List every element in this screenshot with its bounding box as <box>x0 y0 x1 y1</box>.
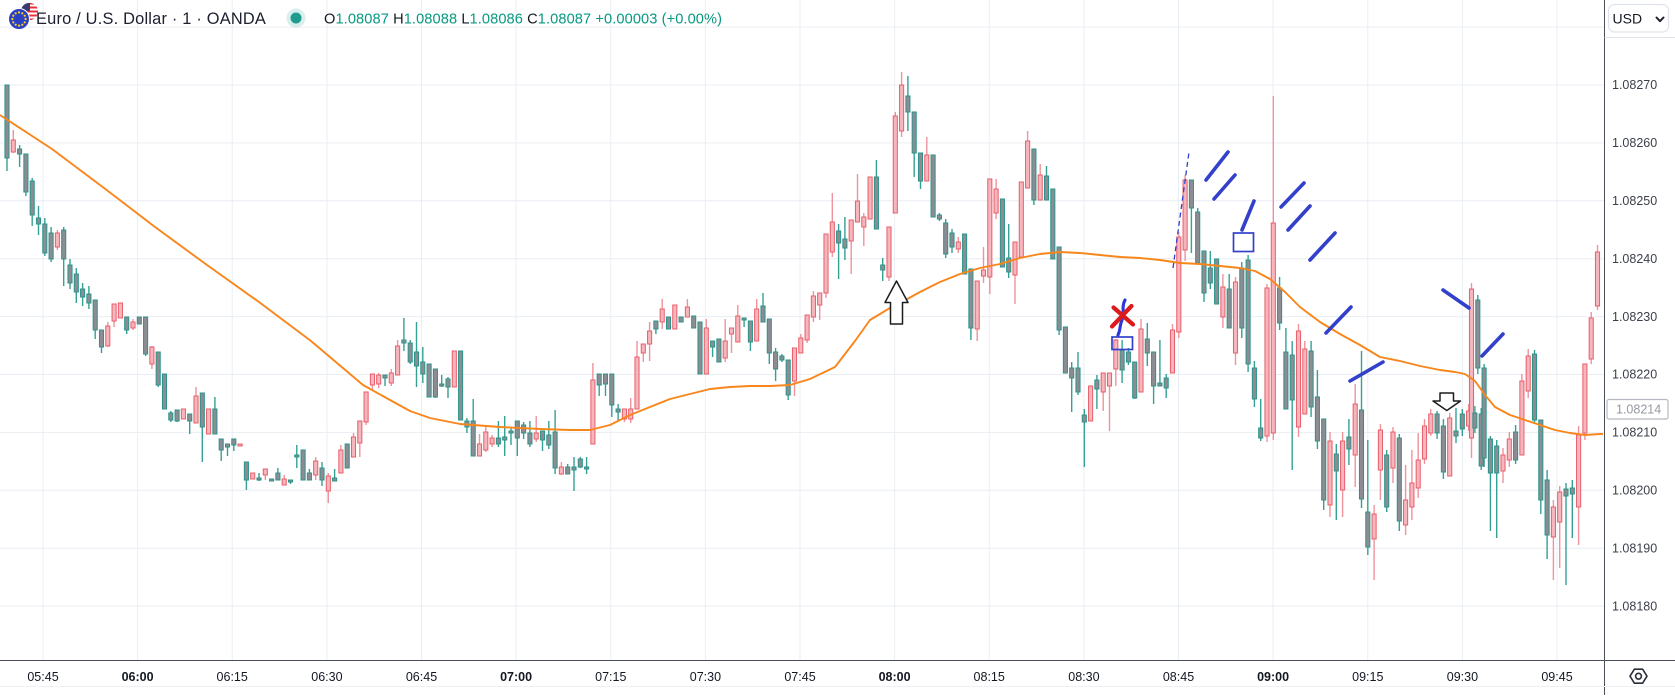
svg-text:1.08240: 1.08240 <box>1612 252 1657 266</box>
svg-text:1.08214: 1.08214 <box>1616 403 1661 417</box>
svg-text:08:45: 08:45 <box>1163 670 1194 684</box>
svg-text:Euro / U.S. Dollar · 1 · OANDA: Euro / U.S. Dollar · 1 · OANDA <box>36 10 266 28</box>
svg-text:08:30: 08:30 <box>1068 670 1099 684</box>
svg-text:08:15: 08:15 <box>974 670 1005 684</box>
svg-text:1.08190: 1.08190 <box>1612 541 1657 555</box>
svg-text:1.08260: 1.08260 <box>1612 136 1657 150</box>
svg-text:06:30: 06:30 <box>311 670 342 684</box>
svg-text:09:15: 09:15 <box>1352 670 1383 684</box>
svg-text:1.08270: 1.08270 <box>1612 78 1657 92</box>
svg-text:06:15: 06:15 <box>217 670 248 684</box>
svg-text:USD: USD <box>1613 11 1643 27</box>
svg-text:06:45: 06:45 <box>406 670 437 684</box>
svg-text:07:00: 07:00 <box>500 670 532 684</box>
svg-text:05:45: 05:45 <box>27 670 58 684</box>
svg-text:1.08200: 1.08200 <box>1612 484 1657 498</box>
svg-text:07:15: 07:15 <box>595 670 626 684</box>
svg-text:06:00: 06:00 <box>122 670 154 684</box>
svg-text:08:00: 08:00 <box>879 670 911 684</box>
svg-text:09:45: 09:45 <box>1541 670 1572 684</box>
svg-text:1.08250: 1.08250 <box>1612 194 1657 208</box>
svg-text:1.08180: 1.08180 <box>1612 599 1657 613</box>
svg-text:1.08210: 1.08210 <box>1612 426 1657 440</box>
svg-text:O1.08087 H1.08088 L1.08086 C1.: O1.08087 H1.08088 L1.08086 C1.08087 +0.0… <box>324 12 722 28</box>
svg-text:1.08230: 1.08230 <box>1612 310 1657 324</box>
svg-text:07:30: 07:30 <box>690 670 721 684</box>
svg-text:1.08220: 1.08220 <box>1612 368 1657 382</box>
svg-text:09:00: 09:00 <box>1257 670 1289 684</box>
svg-text:09:30: 09:30 <box>1447 670 1478 684</box>
svg-text:07:45: 07:45 <box>784 670 815 684</box>
